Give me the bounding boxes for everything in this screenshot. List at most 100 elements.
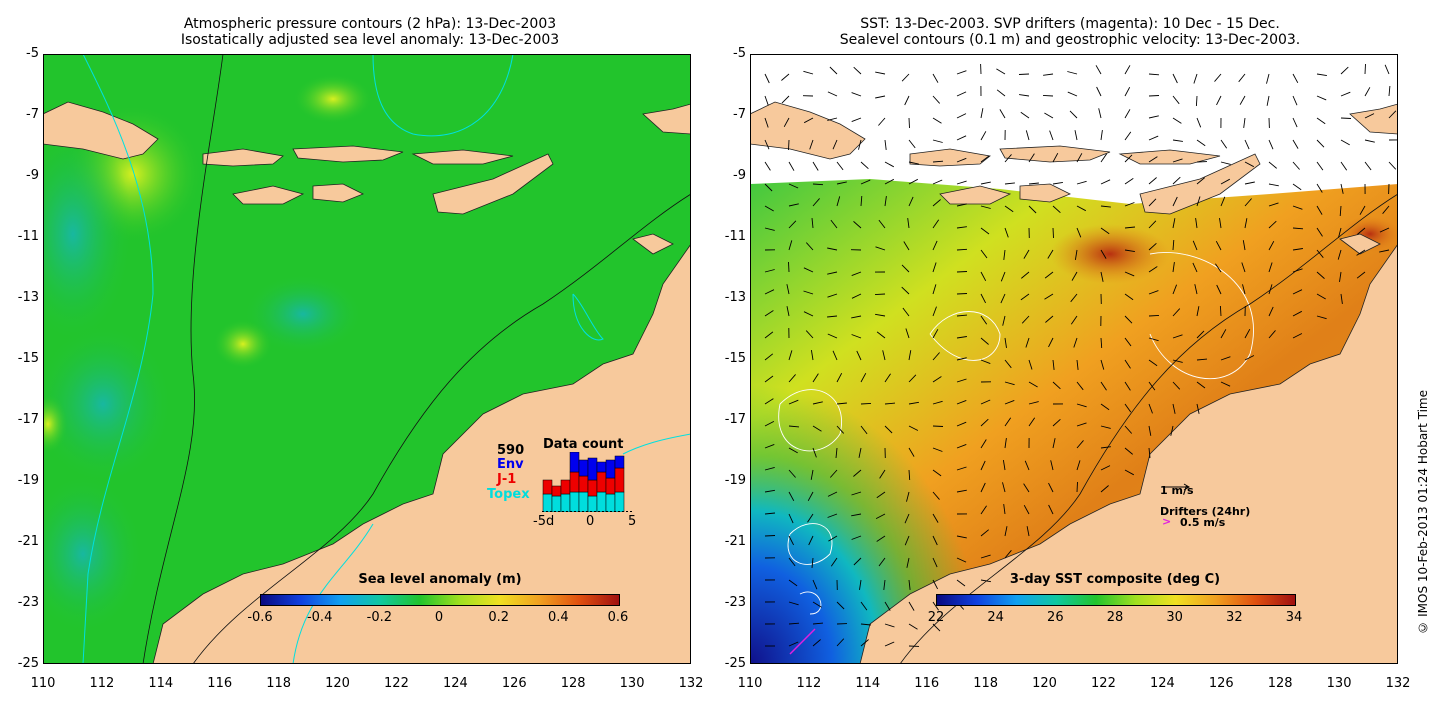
velocity-arrow <box>1219 305 1222 317</box>
velocity-arrow <box>907 218 910 229</box>
velocity-arrow <box>1052 227 1054 239</box>
velocity-arrow <box>1076 460 1081 471</box>
velocity-arrow <box>1384 64 1390 75</box>
velocity-arrow <box>932 535 938 546</box>
left-lon-tick: 112 <box>89 676 115 691</box>
velocity-arrow <box>764 227 775 231</box>
velocity-arrow <box>810 350 814 361</box>
velocity-arrow <box>1124 337 1132 347</box>
velocity-arrow <box>1050 460 1054 471</box>
inset-axis-tick-end: 5 <box>628 514 637 529</box>
velocity-arrow <box>788 220 797 229</box>
velocity-arrow <box>811 557 814 568</box>
velocity-arrow <box>1172 176 1181 185</box>
velocity-arrow <box>875 313 886 317</box>
bathymetry-contour <box>899 193 1398 664</box>
velocity-arrow <box>1266 95 1270 106</box>
velocity-arrow <box>1004 526 1008 537</box>
velocity-arrow <box>1124 469 1135 476</box>
velocity-arrow <box>882 350 886 361</box>
velocity-arrow <box>1364 87 1371 97</box>
velocity-arrow <box>956 336 967 339</box>
velocity-arrow <box>980 439 987 449</box>
velocity-arrow <box>1003 504 1006 515</box>
velocity-arrow <box>932 139 943 143</box>
velocity-arrow <box>1356 271 1366 279</box>
velocity-arrow <box>860 195 863 207</box>
velocity-arrow <box>1214 73 1222 82</box>
velocity-arrow <box>851 92 862 97</box>
velocity-arrow <box>1028 205 1037 214</box>
velocity-arrow <box>829 66 838 75</box>
right-lon-tick: 120 <box>1032 676 1057 691</box>
velocity-arrow <box>1052 438 1056 449</box>
negative-anomaly-patch <box>43 474 143 634</box>
velocity-arrow <box>1172 308 1181 317</box>
velocity-arrow <box>956 421 967 427</box>
velocity-arrow <box>860 601 868 611</box>
velocity-arrow <box>836 601 845 610</box>
velocity-arrow <box>1172 403 1176 414</box>
velocity-arrow <box>902 307 910 317</box>
sst-svg <box>750 54 1398 664</box>
velocity-arrow <box>1340 66 1349 75</box>
velocity-arrow <box>1100 153 1108 163</box>
velocity-arrow <box>1100 465 1111 471</box>
velocity-arrow <box>851 315 862 319</box>
velocity-arrow <box>908 161 919 165</box>
velocity-arrow <box>1292 73 1299 84</box>
velocity-arrow <box>908 374 917 383</box>
velocity-arrow <box>956 579 966 587</box>
colorbar-tick-label: 0 <box>434 610 444 625</box>
velocity-arrow <box>1316 271 1325 279</box>
topex-bar <box>587 495 598 513</box>
velocity-arrow <box>1004 154 1012 163</box>
left-lon-tick: 126 <box>501 676 527 691</box>
velocity-arrow <box>1052 181 1063 185</box>
velocity-arrow <box>1148 337 1159 342</box>
velocity-arrow <box>1076 481 1078 493</box>
velocity-arrow <box>1023 483 1030 493</box>
positive-anomaly-patch <box>213 319 273 369</box>
velocity-arrow <box>956 535 967 539</box>
velocity-arrow <box>980 249 988 259</box>
colorbar-tick-label: 22 <box>927 610 945 625</box>
velocity-arrow <box>1023 249 1030 259</box>
velocity-arrow <box>827 491 838 497</box>
j1-bar <box>587 479 598 497</box>
velocity-arrow <box>764 353 774 361</box>
velocity-arrow <box>1096 86 1102 97</box>
velocity-arrow <box>1196 139 1206 147</box>
topex-bar <box>596 491 607 513</box>
velocity-arrow <box>1074 130 1078 141</box>
velocity-arrow <box>1124 315 1133 324</box>
topex-bar <box>560 493 571 513</box>
velocity-arrow <box>1244 181 1255 185</box>
velocity-arrow <box>956 378 967 383</box>
velocity-arrow <box>1049 130 1054 141</box>
velocity-arrow <box>786 284 790 295</box>
velocity-arrow <box>875 513 886 519</box>
velocity-arrow <box>788 139 790 151</box>
velocity-arrow <box>932 306 937 317</box>
velocity-arrow <box>1124 381 1131 391</box>
velocity-arrow <box>980 505 987 515</box>
velocity-arrow <box>1316 293 1326 300</box>
velocity-arrow <box>1124 271 1135 277</box>
velocity-arrow <box>1172 73 1178 84</box>
velocity-arrow <box>1098 108 1102 119</box>
velocity-arrow <box>827 315 838 318</box>
velocity-arrow <box>1340 139 1350 146</box>
velocity-arrow <box>1316 161 1324 171</box>
velocity-arrow <box>908 350 912 361</box>
pressure-contour <box>82 54 154 664</box>
velocity-arrow <box>1220 139 1228 149</box>
velocity-arrow <box>1071 271 1078 281</box>
velocity-arrow <box>956 357 967 361</box>
positive-anomaly-patch <box>293 74 373 124</box>
colorbar-tick-label: 34 <box>1285 610 1303 625</box>
velocity-arrow <box>932 623 941 632</box>
velocity-arrow <box>764 443 775 449</box>
velocity-arrow <box>788 601 799 606</box>
right-lon-tick: 124 <box>1149 676 1175 691</box>
